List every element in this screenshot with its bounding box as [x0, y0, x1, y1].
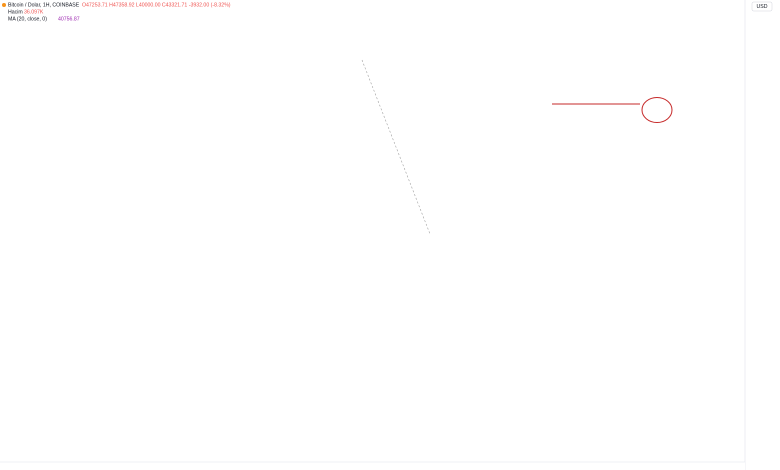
price-axis-panel: [745, 0, 780, 470]
ohlc: O47253.71 H47358.92 L40000.00 C43321.71 …: [82, 2, 231, 8]
time-axis-panel: [0, 462, 745, 470]
volume-value: 36.097K: [24, 9, 44, 15]
symbol: Bitcoin / Dolar, 1H, COINBASE: [8, 2, 80, 8]
currency-box[interactable]: [751, 1, 773, 12]
symbol-icon: [2, 3, 6, 7]
volume-label: Hacim: [8, 9, 23, 15]
currency[interactable]: USD: [757, 4, 768, 10]
drawn-circle: [641, 97, 673, 123]
trend-line: [361, 59, 431, 235]
ma-value: 40756.87: [58, 16, 80, 22]
ma-label: MA (20, close, 0): [8, 16, 47, 22]
legend: Bitcoin / Dolar, 1H, COINBASE O47253.71 …: [2, 2, 231, 22]
